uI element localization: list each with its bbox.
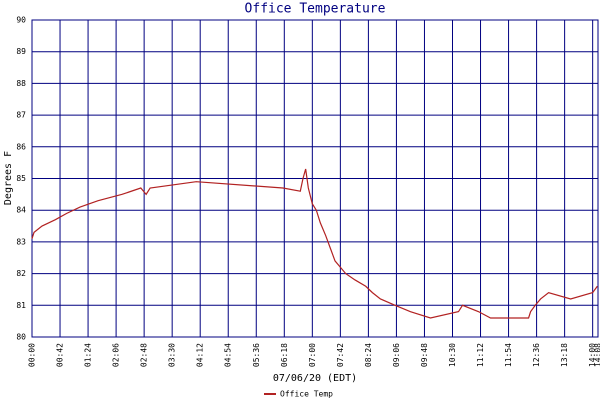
y-tick-label: 87	[16, 111, 26, 120]
y-tick-label: 81	[16, 301, 26, 310]
x-tick-label: 01:24	[84, 343, 93, 367]
x-tick-label: 09:48	[420, 343, 429, 367]
x-tick-label: 03:30	[168, 343, 177, 367]
x-tick-label: 02:48	[140, 343, 149, 367]
x-tick-label: 11:54	[504, 343, 513, 367]
legend-label: Office Temp	[280, 390, 333, 399]
x-tick-label: 14:08	[594, 343, 600, 367]
y-tick-label: 89	[16, 47, 26, 56]
y-tick-label: 84	[16, 206, 26, 215]
y-tick-label: 80	[16, 333, 26, 342]
y-tick-label: 88	[16, 79, 26, 88]
x-tick-label: 13:18	[560, 343, 569, 367]
x-tick-label: 06:18	[280, 343, 289, 367]
x-tick-label: 00:42	[56, 343, 65, 367]
x-tick-label: 11:12	[476, 343, 485, 367]
x-tick-label: 10:30	[448, 343, 457, 367]
x-tick-label: 04:54	[224, 343, 233, 367]
x-tick-label: 09:06	[392, 343, 401, 367]
x-tick-label: 12:36	[532, 343, 541, 367]
x-tick-label: 07:42	[336, 343, 345, 367]
plot-frame	[31, 19, 599, 338]
y-tick-label: 85	[16, 174, 26, 183]
chart-title: Office Temperature	[245, 2, 386, 17]
y-tick-label: 86	[16, 142, 26, 151]
y-axis-label: Degrees F	[3, 151, 14, 205]
x-tick-label: 14:00	[588, 343, 597, 367]
y-tick-label: 83	[16, 237, 26, 246]
x-tick-label: 00:00	[28, 343, 37, 367]
y-tick-label: 90	[16, 16, 26, 25]
x-tick-label: 07:00	[308, 343, 317, 367]
x-axis-label: 07/06/20 (EDT)	[273, 373, 357, 384]
y-tick-label: 82	[16, 269, 26, 278]
x-tick-label: 05:36	[252, 343, 261, 367]
x-tick-label: 02:06	[112, 343, 121, 367]
x-tick-label: 04:12	[196, 343, 205, 367]
x-tick-label: 08:24	[364, 343, 373, 367]
data-line	[31, 168, 598, 319]
